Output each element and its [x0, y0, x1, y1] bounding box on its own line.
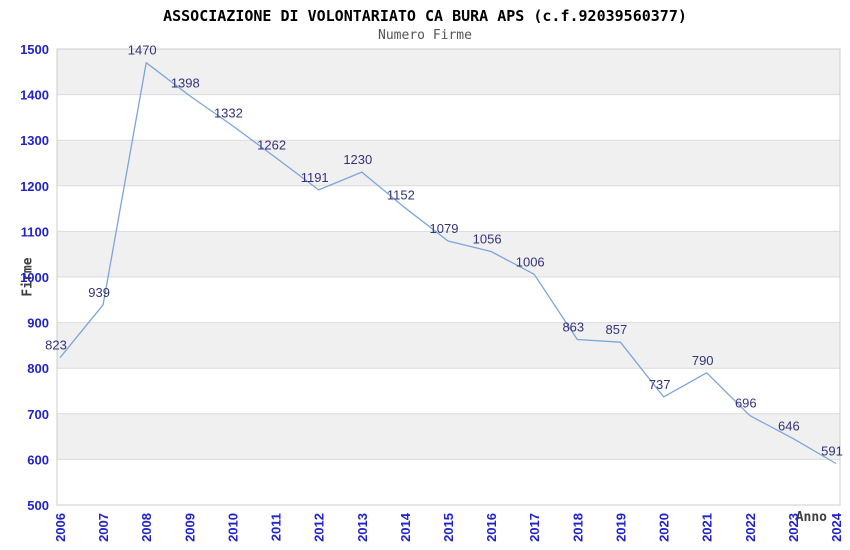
data-label: 823	[45, 338, 67, 353]
data-line	[59, 62, 837, 465]
y-tick-label: 900	[27, 316, 49, 331]
x-tick-label: 2012	[312, 513, 327, 542]
x-axis-title: Anno	[795, 510, 827, 525]
band	[57, 322, 840, 369]
y-tick-label: 1100	[21, 224, 49, 239]
data-label: 646	[778, 418, 800, 433]
plot-border	[56, 48, 841, 506]
data-label: 790	[692, 353, 714, 368]
data-label: 591	[821, 444, 843, 459]
x-tick-label: 2006	[53, 513, 68, 542]
x-tick-label: 2017	[527, 513, 542, 542]
data-label: 1006	[516, 254, 545, 269]
data-label: 863	[562, 320, 584, 335]
y-tick-labels: 500 600 700 800 900 1000 1100 1200 1300 1400 1500	[20, 42, 49, 513]
data-label: 1230	[343, 152, 372, 167]
x-tick-labels: 2006 2007 2008 2009 2010 2011 2012 2013 2014 2015…	[53, 512, 844, 542]
plot-frame	[56, 48, 841, 506]
band	[57, 94, 840, 141]
y-tick-label: 1400	[20, 88, 49, 103]
chart-title: ASSOCIAZIONE DI VOLONTARIATO CA BURA APS…	[163, 7, 687, 25]
band	[57, 413, 840, 460]
band	[57, 185, 840, 232]
band	[57, 459, 840, 505]
x-tick-label: 2011	[269, 513, 284, 541]
x-tick-label: 2007	[96, 513, 111, 542]
x-tick-label: 2021	[700, 513, 715, 542]
x-tick-label: 2023	[786, 513, 801, 542]
y-tick-label: 600	[27, 452, 49, 467]
x-tick-label: 2008	[139, 513, 154, 542]
plot-bands	[57, 49, 840, 505]
y-tick-label: 500	[27, 498, 49, 513]
band	[57, 231, 840, 277]
x-tick-label: 2010	[225, 513, 240, 542]
data-label: 939	[88, 285, 110, 300]
x-tick-label: 2024	[829, 512, 844, 542]
series-numero-firme	[59, 62, 837, 465]
y-tick-label: 1000	[20, 270, 49, 285]
data-label: 1470	[128, 43, 157, 58]
y-tick-label: 800	[27, 361, 49, 376]
y-tick-label: 1200	[20, 179, 49, 194]
x-tick-label: 2013	[355, 513, 370, 542]
y-tick-label: 700	[27, 407, 49, 422]
band	[57, 49, 840, 95]
x-tick-label: 2019	[613, 513, 628, 542]
data-label: 1191	[301, 170, 329, 185]
band	[57, 140, 840, 186]
x-tick-label: 2009	[182, 513, 197, 542]
y-tick-label: 1500	[20, 42, 49, 57]
x-tick-label: 2016	[484, 513, 499, 542]
data-label: 737	[649, 377, 671, 392]
data-label: 1332	[214, 106, 243, 121]
data-label: 1079	[430, 221, 459, 236]
x-tick-label: 2022	[743, 513, 758, 542]
y-tick-label: 1300	[20, 133, 49, 148]
data-label: 1152	[387, 188, 415, 203]
x-tick-label: 2014	[398, 512, 413, 542]
band	[57, 277, 840, 323]
data-label: 1262	[257, 138, 286, 153]
chart-subtitle: Numero Firme	[378, 28, 472, 43]
band	[57, 368, 840, 414]
data-labels: 823 939 1470 1398 1332 1262 1191 1230 1152 1079 10…	[45, 43, 843, 459]
data-label: 696	[735, 396, 757, 411]
x-tick-label: 2020	[657, 513, 672, 542]
x-tick-label: 2018	[570, 513, 585, 542]
data-label: 1056	[473, 232, 502, 247]
data-label: 1398	[171, 76, 200, 91]
x-tick-label: 2015	[441, 513, 456, 542]
data-label: 857	[606, 322, 628, 337]
